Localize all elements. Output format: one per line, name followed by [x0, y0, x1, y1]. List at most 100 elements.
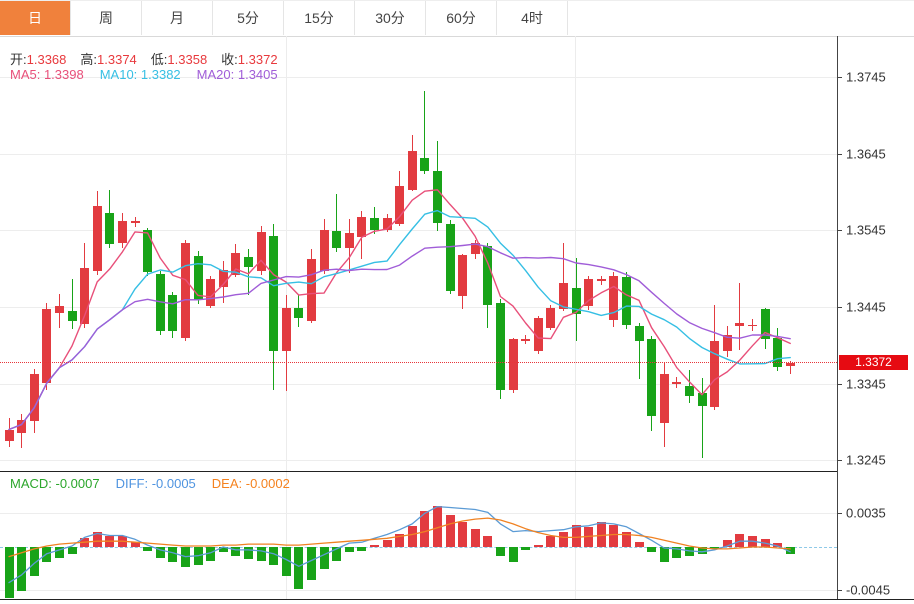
candle [206, 279, 216, 307]
axis-tick-label: 1.3245 [846, 452, 886, 468]
tab-30分[interactable]: 30分 [355, 1, 426, 35]
macd-bar [206, 547, 216, 561]
macd-bar [621, 531, 631, 547]
gridline [0, 590, 837, 592]
candle [344, 233, 354, 248]
macd-bar [533, 545, 543, 547]
macd-bar [332, 547, 342, 561]
macd-bar [521, 547, 531, 550]
candle [470, 242, 480, 254]
macd-bar [319, 547, 329, 570]
candle [609, 276, 619, 320]
macd-bar [470, 528, 480, 547]
candle [4, 429, 14, 441]
macd-bar [407, 525, 417, 547]
candle [508, 339, 518, 390]
macd-bar [710, 547, 720, 549]
tab-15分[interactable]: 15分 [284, 1, 355, 35]
candle-wick [71, 279, 73, 330]
tab-周[interactable]: 周 [71, 1, 142, 35]
axis-tick-label: 1.3645 [846, 146, 886, 162]
tab-5分[interactable]: 5分 [213, 1, 284, 35]
candle [193, 256, 203, 300]
macd-bar [294, 547, 304, 590]
ohlc-readout: 开:1.3368 高:1.3374 低:1.3358 收:1.3372 [10, 49, 292, 68]
candle [294, 308, 304, 319]
candle-wick [701, 378, 703, 458]
tab-日[interactable]: 日 [0, 1, 71, 35]
macd-bar [420, 511, 430, 547]
macd-bar [4, 547, 14, 598]
candle [256, 231, 266, 271]
macd-bar [269, 547, 279, 566]
open-label: 开: [10, 52, 27, 67]
macd-bar [697, 547, 707, 554]
candle [382, 218, 392, 230]
ma-readout: MA5: 1.3398 MA10: 1.3382 MA20: 1.3405 [10, 67, 278, 82]
candle [92, 205, 102, 271]
tab-60分[interactable]: 60分 [426, 1, 497, 35]
macd-bar [357, 547, 367, 551]
candle [647, 339, 657, 417]
macd-value: MACD: -0.0007 [10, 476, 100, 491]
diff-value: DIFF: -0.0005 [115, 476, 196, 491]
high-value: 1.3374 [97, 52, 137, 67]
macd-bar [67, 547, 77, 554]
macd-bar [445, 515, 455, 547]
candle [634, 326, 644, 342]
indicator-line [8, 243, 791, 431]
axis-tick-label: 0.0035 [846, 505, 886, 521]
candle [357, 216, 367, 238]
axis-tick-label: 1.3445 [846, 299, 886, 315]
macd-bar [193, 547, 203, 566]
macd-bar [29, 547, 39, 576]
axis-tick [837, 306, 842, 308]
candle [533, 317, 543, 352]
gridline [0, 153, 837, 155]
tab-月[interactable]: 月 [142, 1, 213, 35]
candle [130, 221, 140, 223]
candle [67, 310, 77, 321]
candle [332, 231, 342, 248]
low-value: 1.3358 [167, 52, 208, 67]
macd-bar [760, 539, 770, 547]
macd-bar [256, 547, 266, 561]
macd-bar [155, 547, 165, 558]
period-tabbar: 日周月 5分 15分 30分 60分 4时 [0, 1, 914, 37]
close-label: 收: [221, 52, 238, 67]
macd-bar [231, 547, 241, 556]
candle [42, 309, 52, 383]
axis-tick-label: 1.3545 [846, 222, 886, 238]
macd-bar [143, 547, 153, 551]
candle [710, 341, 720, 408]
macd-bar [458, 522, 468, 547]
chart-bottom-border [0, 599, 914, 600]
macd-bar [42, 547, 52, 563]
macd-bar [546, 536, 556, 547]
macd-bar [647, 547, 657, 552]
macd-bar [584, 526, 594, 547]
macd-bar [243, 547, 253, 559]
macd-bar [395, 533, 405, 547]
macd-bar [735, 533, 745, 547]
candle [747, 324, 757, 327]
candle [697, 392, 707, 406]
candle [558, 283, 568, 310]
tab-4时[interactable]: 4时 [497, 1, 568, 35]
axis-tick-label: 1.3345 [846, 376, 886, 392]
macd-bar [659, 547, 669, 563]
macd-bar [672, 547, 682, 558]
macd-bar [344, 547, 354, 552]
indicator-line [8, 209, 791, 431]
macd-bar [180, 547, 190, 568]
macd-bar [558, 531, 568, 547]
candle [495, 303, 505, 390]
axis-tick [837, 383, 842, 385]
gridline [0, 306, 837, 308]
candle [80, 267, 90, 325]
candle [407, 151, 417, 190]
candle [168, 294, 178, 331]
ma10-value: MA10: 1.3382 [99, 67, 181, 82]
candle [29, 374, 39, 421]
candle [143, 230, 153, 273]
